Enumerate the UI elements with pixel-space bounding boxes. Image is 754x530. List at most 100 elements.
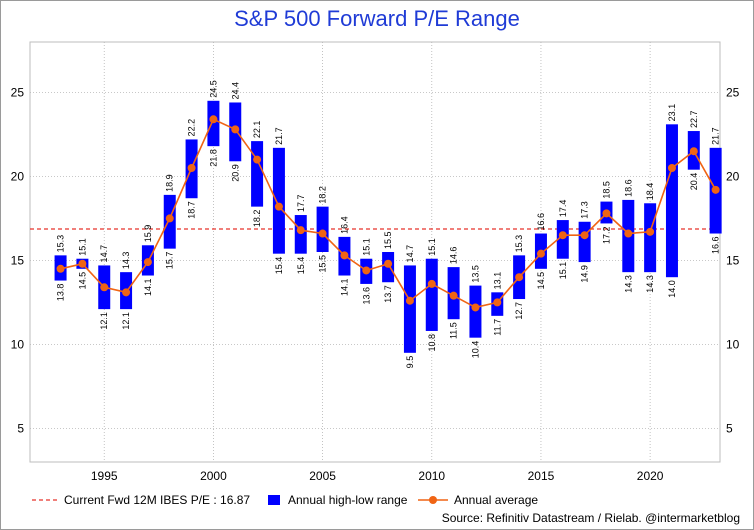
y-tick-label-left: 20 [11,169,25,183]
high-value-label: 22.2 [187,119,197,137]
legend-average-dot [429,496,437,504]
average-point [209,115,218,124]
average-point [624,229,633,238]
plot-area [29,41,721,463]
high-value-label: 14.3 [121,252,131,270]
high-value-label: 13.5 [470,265,480,283]
low-value-label: 10.4 [470,341,480,359]
low-value-label: 18.2 [252,210,262,228]
low-value-label: 14.5 [536,272,546,290]
x-tick-label: 2000 [200,469,227,483]
average-point [449,291,458,300]
average-point [427,279,436,288]
low-value-label: 14.5 [77,272,87,290]
range-bar [207,100,220,147]
low-value-label: 13.8 [56,284,66,302]
y-tick-label-left: 5 [17,421,24,435]
y-tick-label-right: 20 [726,169,740,183]
legend-average-label: Annual average [454,493,538,507]
average-point [100,283,109,292]
average-point [318,229,327,238]
average-point [143,258,152,267]
y-tick-label-right: 10 [726,337,740,351]
range-bar [251,141,264,207]
range-bar [425,258,438,331]
low-value-label: 14.1 [339,279,349,297]
high-value-label: 18.6 [623,179,633,197]
x-tick-label: 2015 [528,469,555,483]
range-bar [316,206,329,252]
high-value-label: 18.9 [165,174,175,192]
average-point [122,288,131,297]
average-point [602,209,611,218]
low-value-label: 16.6 [711,237,721,255]
low-value-label: 17.2 [601,226,611,244]
average-point [667,164,676,172]
range-bar [272,147,285,254]
average-point [558,231,567,240]
average-point [580,231,589,240]
average-point [231,125,240,134]
low-value-label: 15.7 [165,252,175,270]
high-value-label: 16.6 [536,213,546,231]
legend: Current Fwd 12M IBES P/E : 16.87 Annual … [32,493,538,507]
low-value-label: 15.1 [558,262,568,280]
range-bar [556,220,569,259]
y-tick-label-left: 25 [11,85,25,99]
high-value-label: 18.5 [601,181,611,199]
average-point [253,155,262,164]
low-value-label: 14.3 [645,275,655,293]
low-value-label: 20.4 [689,173,699,191]
high-value-label: 22.7 [689,111,699,129]
chart-title: S&P 500 Forward P/E Range [234,6,520,31]
high-value-label: 24.4 [230,82,240,100]
high-value-label: 15.3 [514,235,524,253]
high-value-label: 13.1 [492,272,502,290]
average-point [405,296,414,305]
low-value-label: 12.1 [99,312,109,330]
average-point [711,185,720,194]
range-bar [578,221,591,263]
high-value-label: 21.7 [274,127,284,145]
y-tick-label-right: 15 [726,253,740,267]
high-value-label: 18.4 [645,183,655,201]
range-bar [644,203,657,273]
low-value-label: 9.5 [405,356,415,369]
average-point [471,303,480,312]
range-bar [403,265,416,353]
high-value-label: 17.4 [558,200,568,218]
y-tick-label-right: 25 [726,85,740,99]
low-value-label: 11.5 [449,322,459,339]
high-value-label: 14.7 [405,245,415,263]
average-point [689,147,698,156]
low-value-label: 14.9 [580,265,590,283]
data-label-layer: 15.3 13.8 15.1 14.5 14.7 12.1 14.3 12.1 15.9 14.1… [56,80,721,368]
range-bar [469,285,482,338]
high-value-label: 15.1 [427,238,437,256]
average-point [56,264,65,273]
high-value-label: 22.1 [252,121,262,139]
average-point [296,226,305,235]
average-point [165,214,174,223]
low-value-label: 20.9 [230,164,240,182]
range-bar [294,215,307,254]
high-value-label: 15.9 [143,225,153,243]
low-value-label: 14.3 [623,275,633,293]
low-value-label: 11.7 [492,319,502,336]
average-point [515,273,524,282]
low-value-label: 15.4 [296,257,306,275]
low-value-label: 13.6 [361,287,371,305]
high-value-label: 21.7 [711,127,721,145]
low-value-label: 15.4 [274,257,284,275]
high-value-label: 15.1 [77,238,87,256]
y-tick-label-left: 15 [11,253,25,267]
average-point [384,259,393,268]
high-value-label: 14.7 [99,245,109,263]
average-point [274,202,283,211]
grid-layer [29,41,721,463]
y-tick-label-left: 10 [11,337,25,351]
high-value-label: 17.3 [580,201,590,219]
x-tick-label: 1995 [91,469,118,483]
high-value-label: 16.4 [339,216,349,234]
